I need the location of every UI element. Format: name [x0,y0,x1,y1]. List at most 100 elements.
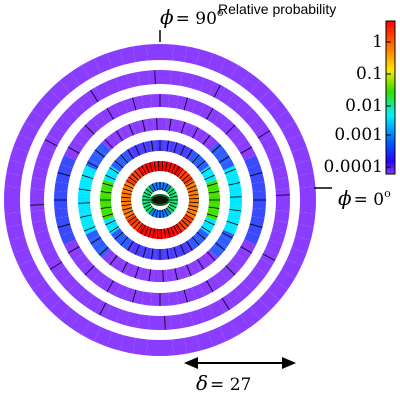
ring-4-spoke [128,123,134,136]
ring-2-segment [30,177,46,190]
ring-5-spoke [151,140,154,152]
ring-6-spoke [183,177,193,184]
ring-6-segment [132,170,142,180]
ring-2-segment [47,125,65,142]
ring-5-segment [180,242,190,255]
ring-2-segment [260,135,278,151]
ring-1-segment [24,110,46,130]
ring-5-spoke [151,248,154,260]
ring-7-spoke [148,185,155,193]
ring-3-spoke [106,280,114,292]
ring-1-segment [297,172,316,188]
ring-1-segment [249,298,271,320]
ring-4-segment [195,128,208,143]
ring-4-spoke [79,214,92,218]
ring-3-spoke [57,172,71,177]
ring-7-segment [149,184,155,192]
ring-2-segment [105,305,121,323]
ring-4-segment [204,137,218,151]
ring-1-segment [207,53,226,74]
ring-3-segment [91,271,107,287]
ring-1-segment [219,58,238,79]
ring-2-segment [85,87,102,105]
ring-3-segment [251,208,266,219]
ring-1-segment [82,321,101,342]
phi-90-label: ϕ = 90o [160,5,224,29]
ring-1-segment [291,146,311,164]
ring-5-segment [149,248,156,260]
ring-2-segment [34,230,51,245]
ring-3-segment [54,200,68,210]
ring-5-spoke [208,206,220,209]
ring-3-segment [191,284,205,300]
ring-2-segment [30,188,45,200]
ring-5-segment [121,237,132,250]
ring-6-segment [121,205,132,211]
ring-5-spoke [109,167,119,174]
ring-5-spoke [114,231,124,240]
ring-7-spoke [167,188,175,195]
ring-3-segment [206,108,221,124]
ring-3-segment [240,239,257,253]
ring-4-segment [119,125,131,140]
ring-4-spoke [109,255,118,266]
ring-1-segment [106,49,124,69]
ring-5-segment [103,216,116,226]
ring-4-spoke [197,258,205,270]
ring-3-spoke [132,289,137,303]
ring-6-segment [121,189,132,195]
ring-6-spoke [186,211,196,216]
ring-4-spoke [148,269,152,282]
ring-3-segment [115,284,129,300]
ring-3-segment [168,291,179,306]
ring-7-segment [152,183,157,191]
ring-2-segment [274,210,290,223]
ring-6-spoke [171,164,176,174]
ring-2-segment [272,166,289,180]
ring-5-spoke [204,219,215,226]
ring-3-segment [150,94,160,108]
ring-7-segment [163,183,168,191]
ring-7-spoke [165,185,172,193]
ring-6-segment [165,161,171,172]
ring-7-segment [143,192,151,197]
ring-6-spoke [122,207,133,211]
ring-7-segment [166,207,173,214]
ring-5-segment [117,154,129,166]
ring-3-spoke [240,146,252,154]
ring-6-spoke [188,193,199,196]
ring-6-spoke [179,171,187,179]
ring-6-segment [140,225,148,236]
ring-2-segment [269,155,286,170]
ring-2-segment [85,295,102,313]
ring-6-segment [122,207,133,214]
ring-2-segment [30,210,46,223]
ring-3-segment [247,224,263,237]
ring-1-segment [291,236,311,254]
ring-6-segment [162,161,167,172]
ring-6-spoke [188,204,199,208]
ring-7-segment [153,209,158,218]
ring-1-segment [24,270,46,290]
ring-5-spoke [120,236,129,246]
ring-2-segment [242,108,260,126]
ring-5-segment [207,208,220,216]
delta-arrow-left [184,357,198,369]
ring-5-segment [100,184,113,192]
ring-4-segment [160,118,168,131]
ring-1-segment [32,280,53,301]
ring-7-segment [146,187,153,194]
ring-4-spoke [87,161,99,168]
ring-6-spoke [161,161,164,172]
ring-5-spoke [191,154,200,164]
ring-7-spoke [155,209,159,218]
ring-5-segment [164,248,171,260]
ring-3-segment [247,163,263,176]
ring-5-segment [154,248,160,260]
ring-3-segment [78,259,95,275]
ring-6-spoke [136,223,144,232]
ring-6-segment [188,205,199,211]
ring-1-segment [13,134,34,153]
ring-3-segment [57,224,73,237]
ring-1-segment [106,331,124,351]
